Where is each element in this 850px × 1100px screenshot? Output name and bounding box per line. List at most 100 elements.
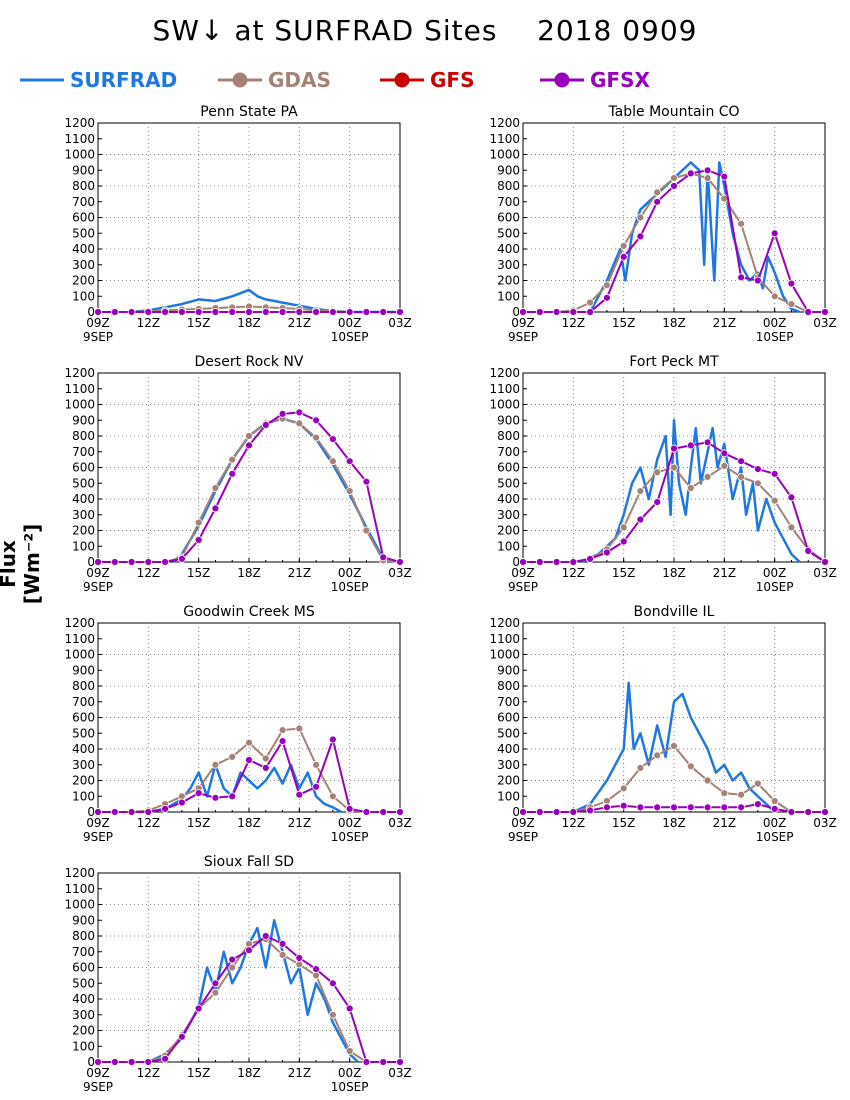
data-point-gfsx: [653, 803, 662, 812]
data-point-gfsx: [603, 803, 611, 812]
y-tick-label: 0: [87, 305, 95, 319]
data-point-gfsx: [396, 808, 404, 816]
data-point-gfsx: [569, 558, 578, 566]
data-point-gfsx: [569, 308, 578, 316]
y-tick-label: 100: [72, 789, 95, 803]
data-point-gfsx: [144, 1058, 153, 1066]
data-point-gfsx: [821, 808, 829, 816]
y-tick-label: 700: [497, 695, 520, 709]
y-tick-label: 800: [497, 179, 520, 193]
x-tick-label: 00Z: [763, 566, 787, 580]
data-point-gdas: [211, 484, 220, 492]
x-tick-label: 00Z: [763, 816, 787, 830]
data-point-gdas: [194, 518, 203, 527]
data-point-gfsx: [586, 555, 594, 563]
data-point-gdas: [770, 797, 779, 805]
data-point-gfsx: [194, 1004, 203, 1013]
data-point-gfsx: [278, 737, 287, 745]
data-point-gdas: [295, 724, 304, 733]
y-tick-label: 1100: [489, 632, 520, 646]
y-tick-label: 100: [497, 289, 520, 303]
data-point-gfsx: [670, 182, 678, 190]
data-point-gfsx: [552, 808, 561, 816]
series-gfsx: [94, 932, 404, 1066]
data-point-gdas: [619, 523, 628, 532]
x-date-label: 9SEP: [83, 1080, 113, 1094]
x-tick-label: 00Z: [338, 316, 362, 330]
data-point-gdas: [653, 468, 662, 477]
y-tick-label: 600: [497, 211, 520, 225]
x-tick-label: 21Z: [713, 316, 737, 330]
x-date-label: 9SEP: [83, 830, 113, 844]
y-tick-label: 0: [87, 555, 95, 569]
data-point-gfsx: [161, 558, 170, 566]
data-point-gfsx: [161, 1054, 170, 1063]
data-point-gfsx: [127, 558, 136, 566]
data-point-gfsx: [177, 1032, 186, 1041]
data-point-gdas: [636, 213, 645, 222]
y-tick-label: 700: [72, 695, 95, 709]
data-point-gfsx: [396, 308, 404, 316]
x-date-label: 10SEP: [331, 1080, 369, 1094]
data-point-gfsx: [619, 252, 628, 261]
x-tick-label: 21Z: [288, 566, 312, 580]
y-tick-label: 200: [497, 774, 520, 788]
data-point-gdas: [278, 951, 287, 959]
data-point-gfsx: [194, 308, 203, 316]
data-point-gdas: [245, 432, 253, 440]
x-tick-label: 21Z: [288, 1066, 312, 1080]
data-point-gdas: [345, 487, 354, 496]
data-point-gfsx: [295, 408, 304, 417]
data-point-gdas: [703, 472, 712, 481]
data-point-gfsx: [228, 955, 237, 964]
data-point-gfsx: [144, 558, 153, 566]
y-tick-label: 400: [72, 992, 95, 1006]
y-tick-label: 600: [497, 711, 520, 725]
data-point-gdas: [619, 784, 628, 793]
x-tick-label: 00Z: [338, 1066, 362, 1080]
x-tick-label: 21Z: [288, 816, 312, 830]
y-tick-label: 1100: [64, 882, 95, 896]
y-tick-label: 0: [87, 1055, 95, 1069]
series-surfrad: [572, 681, 776, 814]
data-point-gfsx: [653, 498, 662, 507]
y-tick-label: 1100: [64, 382, 95, 396]
y-tick-label: 900: [497, 413, 520, 427]
data-point-gfsx: [94, 1058, 102, 1066]
data-point-gdas: [653, 188, 662, 197]
legend-entry-gfsx: GFSX: [540, 68, 650, 92]
y-tick-label: 500: [72, 726, 95, 740]
series-gfsx: [519, 438, 829, 566]
data-point-gfsx: [362, 808, 371, 816]
data-point-gfsx: [603, 548, 611, 557]
y-tick-label: 1000: [64, 648, 95, 662]
legend-label-gfs: GFS: [430, 68, 474, 92]
data-point-gfsx: [177, 555, 186, 563]
x-tick-label: 03Z: [813, 316, 837, 330]
y-tick-label: 600: [497, 461, 520, 475]
x-tick-label: 00Z: [338, 566, 362, 580]
y-tick-label: 500: [72, 226, 95, 240]
y-tick-label: 300: [72, 758, 95, 772]
y-tick-label: 100: [72, 289, 95, 303]
data-point-gdas: [686, 484, 695, 492]
x-tick-label: 03Z: [388, 566, 412, 580]
y-tick-label: 0: [87, 805, 95, 819]
y-tick-label: 300: [497, 258, 520, 272]
y-tick-label: 100: [497, 539, 520, 553]
legend-label-surfrad: SURFRAD: [70, 68, 177, 92]
data-point-gfsx: [144, 308, 153, 316]
y-tick-label: 800: [72, 929, 95, 943]
data-point-gdas: [670, 463, 678, 472]
y-tick-label: 400: [72, 742, 95, 756]
data-point-gfsx: [379, 1058, 388, 1066]
data-point-gfsx: [110, 1058, 119, 1066]
data-point-gfsx: [519, 308, 527, 316]
data-point-gfsx: [754, 276, 762, 285]
x-tick-label: 03Z: [813, 816, 837, 830]
data-point-gdas: [737, 472, 745, 481]
data-point-gdas: [228, 963, 237, 972]
y-tick-label: 1200: [64, 366, 95, 380]
data-point-gfsx: [804, 308, 813, 316]
